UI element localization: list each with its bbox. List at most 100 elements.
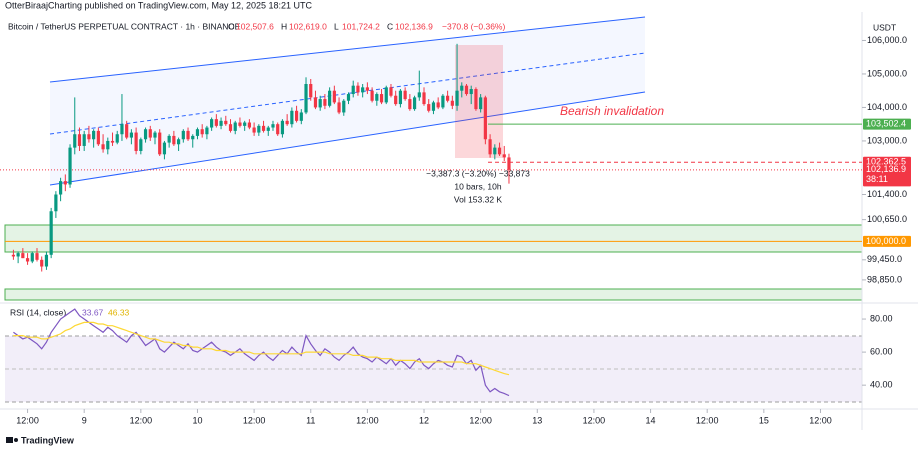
candle-body	[479, 97, 483, 110]
y-tick-label: 101,400.0	[867, 189, 907, 199]
candle-body	[431, 102, 436, 111]
candle-body	[464, 85, 469, 95]
candle-body	[441, 95, 445, 108]
candle-body	[73, 134, 77, 148]
candle-body	[436, 102, 440, 108]
candle-body	[427, 104, 431, 111]
candle-body	[68, 147, 72, 185]
candle-body	[228, 124, 233, 131]
candle-body	[488, 139, 492, 155]
x-tick-label: 15	[759, 415, 769, 425]
y-tick-label: 100,650.0	[867, 214, 907, 224]
candle-body	[294, 110, 299, 121]
price-tag-label: 100,000.0	[866, 236, 906, 246]
candle-body	[247, 122, 251, 128]
candle-body	[299, 112, 303, 121]
candle-body	[238, 122, 242, 126]
price-tag	[863, 164, 911, 187]
candle-body	[408, 99, 412, 110]
x-tick-label: 12:00	[583, 415, 606, 425]
candle-body	[106, 140, 110, 150]
ohlc-value: 101,724.2	[342, 21, 380, 31]
publisher: OtterBiraajCharting published on Trading…	[5, 0, 313, 10]
candle-body	[502, 154, 506, 158]
footer-logo	[6, 437, 18, 443]
x-tick-label: 12	[419, 415, 429, 425]
candle-body	[35, 253, 39, 260]
candle-body	[115, 134, 119, 143]
candle-body	[332, 90, 336, 103]
candle-body	[460, 85, 464, 91]
candle-body	[483, 97, 487, 140]
candle-body	[257, 125, 261, 133]
y-tick-label: 80.00	[870, 313, 893, 323]
y-tick-label: 98,850.0	[867, 274, 902, 284]
candle-body	[450, 100, 454, 106]
channel-mid	[49, 52, 646, 135]
candle-body	[11, 254, 16, 257]
candle-body	[417, 92, 421, 98]
candle-body	[233, 122, 237, 131]
candle-body	[167, 135, 171, 143]
candle-body	[422, 92, 426, 105]
candle-body	[446, 95, 450, 101]
candle-body	[507, 157, 511, 170]
x-tick-label: 12:00	[243, 415, 266, 425]
x-tick-label: 12:00	[356, 415, 379, 425]
candle-body	[40, 259, 44, 267]
ohlc-key: L	[334, 21, 339, 31]
x-tick-label: 12:00	[696, 415, 719, 425]
candle-body	[469, 89, 473, 95]
candle-body	[153, 132, 157, 138]
x-tick-label: 10	[192, 415, 202, 425]
candle-body	[455, 90, 459, 106]
candle-body	[285, 120, 289, 125]
candle-body	[290, 110, 294, 125]
channel-upper	[49, 16, 646, 83]
x-tick-label: 12:00	[130, 415, 153, 425]
candle-body	[59, 181, 63, 195]
candle-body	[379, 94, 384, 103]
measure-text: −3,387.3 (−3.20%) −33,873	[426, 168, 530, 178]
currency: USDT	[873, 22, 896, 32]
candle-body	[403, 90, 407, 100]
rsi-value: 33.67	[82, 307, 104, 317]
candle-body	[219, 120, 223, 126]
candle-body	[313, 97, 318, 108]
y-tick-label: 106,000.0	[867, 35, 907, 45]
x-tick-label: 13	[532, 415, 542, 425]
ohlc-key: H	[281, 21, 287, 31]
candle-body	[394, 95, 398, 105]
ohlc-value: 102,507.6	[236, 21, 274, 31]
candle-body	[210, 119, 214, 128]
candle-body	[318, 99, 322, 108]
candle-body	[351, 85, 355, 95]
countdown: 38:11	[866, 174, 888, 184]
price-tag-label: 103,502.4	[866, 118, 906, 128]
annotation: Bearish invalidation	[560, 104, 664, 118]
candle-body	[129, 132, 133, 138]
candle-body	[398, 90, 403, 105]
ohlc-value: 102,619.0	[289, 21, 327, 31]
candle-body	[143, 129, 148, 140]
support-zone	[4, 288, 863, 301]
candle-body	[195, 129, 200, 136]
x-tick-label: 12:00	[16, 415, 39, 425]
y-tick-label: 60.00	[870, 346, 893, 356]
candle-body	[389, 87, 393, 96]
candle-body	[412, 97, 417, 110]
support-zone	[4, 224, 863, 253]
candle-body	[82, 134, 86, 146]
candle-body	[172, 135, 176, 145]
x-tick-label: 14	[646, 415, 656, 425]
ohlc-value: 102,136.9	[395, 21, 433, 31]
candle-body	[101, 144, 105, 150]
x-tick-label: 9	[82, 415, 87, 425]
candle-body	[110, 140, 115, 143]
x-tick-label: 12:00	[469, 415, 492, 425]
candle-body	[384, 87, 388, 103]
symbol: Bitcoin / TetherUS PERPETUAL CONTRACT · …	[8, 21, 241, 31]
candle-body	[346, 94, 351, 101]
candle-body	[328, 90, 332, 106]
ohlc-key: C	[387, 21, 393, 31]
